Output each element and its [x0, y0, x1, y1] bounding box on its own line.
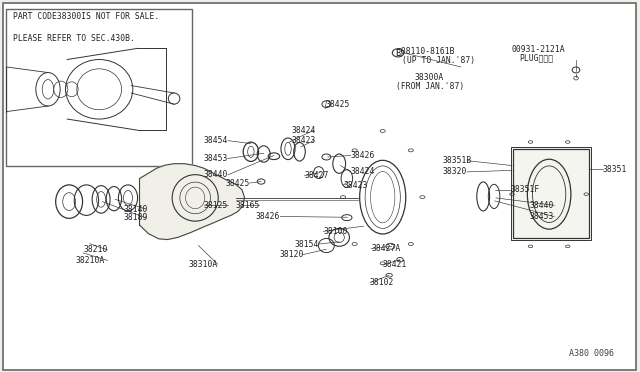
Text: 38424: 38424	[292, 126, 316, 135]
Text: A380 0096: A380 0096	[570, 349, 614, 358]
Text: 38210: 38210	[83, 246, 108, 254]
Text: 00931-2121A: 00931-2121A	[512, 45, 566, 54]
Text: 38424: 38424	[351, 167, 375, 176]
Text: 38440: 38440	[204, 170, 228, 179]
Text: 38320: 38320	[443, 167, 467, 176]
Text: 38423: 38423	[343, 181, 367, 190]
Text: 38165: 38165	[236, 201, 260, 210]
Bar	[6, 9, 192, 166]
Text: 38140: 38140	[124, 205, 148, 214]
Text: 38427A: 38427A	[371, 244, 401, 253]
Text: 38120: 38120	[279, 250, 303, 259]
Text: 38100: 38100	[323, 227, 348, 236]
Text: (FROM JAN.'87): (FROM JAN.'87)	[396, 82, 464, 91]
Text: 38421: 38421	[383, 260, 407, 269]
Text: Ｂ08110-8161B: Ｂ08110-8161B	[397, 47, 455, 56]
Text: 38426: 38426	[351, 151, 375, 160]
Text: 38426: 38426	[256, 212, 280, 221]
Text: 38310A: 38310A	[189, 260, 218, 269]
Text: 38423: 38423	[292, 136, 316, 145]
FancyBboxPatch shape	[3, 3, 636, 370]
Text: 38425: 38425	[325, 100, 349, 109]
Text: 38453: 38453	[530, 212, 554, 221]
Text: (UP TO JAN.'87): (UP TO JAN.'87)	[402, 56, 475, 65]
Text: 38351: 38351	[603, 165, 627, 174]
Text: 38154: 38154	[294, 240, 319, 248]
Text: 38300A: 38300A	[415, 73, 444, 82]
Text: 38351F: 38351F	[511, 185, 540, 194]
Text: PLEASE REFER TO SEC.430B.: PLEASE REFER TO SEC.430B.	[13, 34, 134, 43]
Text: PART CODE38300IS NOT FOR SALE.: PART CODE38300IS NOT FOR SALE.	[13, 12, 159, 20]
Text: 38351B: 38351B	[443, 156, 472, 165]
Text: 38440: 38440	[530, 201, 554, 210]
Text: 38427: 38427	[305, 171, 329, 180]
Text: 38453: 38453	[204, 154, 228, 163]
Text: 38189: 38189	[124, 214, 148, 222]
Text: 38125: 38125	[204, 201, 228, 210]
Text: B: B	[396, 49, 401, 58]
Text: 38425: 38425	[225, 179, 250, 187]
Polygon shape	[140, 164, 244, 240]
Text: 38102: 38102	[370, 278, 394, 287]
Bar	[513, 149, 589, 238]
Text: 38210A: 38210A	[76, 256, 105, 265]
Text: PLUGプラグ: PLUGプラグ	[520, 54, 554, 62]
Bar	[511, 147, 591, 240]
Text: 38454: 38454	[204, 136, 228, 145]
